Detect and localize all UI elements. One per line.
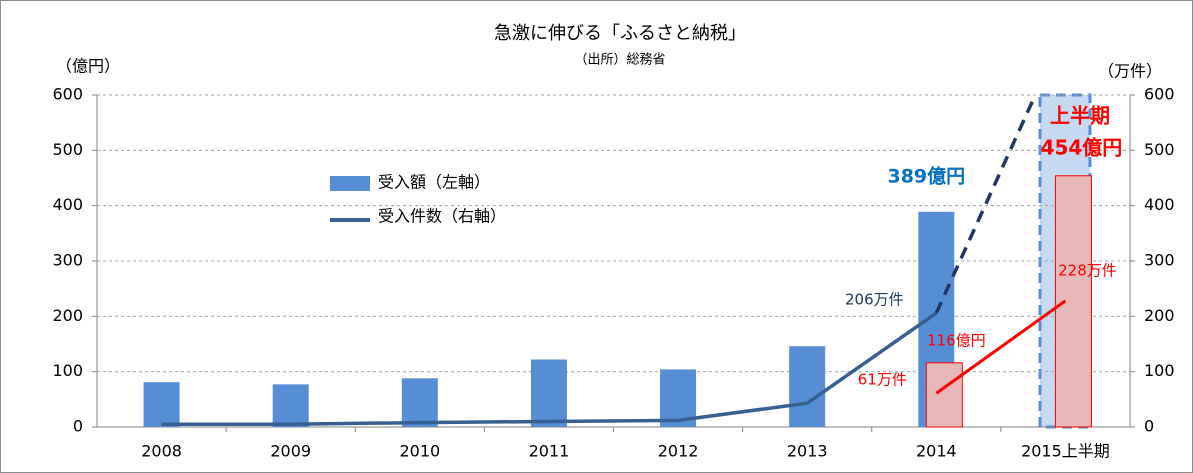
y-tick-label: 100: [52, 361, 83, 380]
y-tick-label: 500: [52, 140, 83, 159]
x-tick-label: 2013: [787, 442, 828, 461]
y2-tick-label: 100: [1144, 361, 1175, 380]
y-tick-label: 0: [73, 417, 83, 436]
legend-swatch: [330, 176, 370, 191]
bar: [143, 382, 180, 427]
y2-tick-label: 0: [1144, 417, 1154, 436]
annotation: 上半期: [1050, 104, 1110, 128]
x-tick-label: 2015上半期: [1021, 442, 1110, 461]
value-label: 206万件: [845, 291, 904, 309]
value-label: 116億円: [927, 331, 986, 349]
x-tick-label: 2014: [916, 442, 957, 461]
value-label: 61万件: [858, 371, 907, 389]
bar: [530, 359, 567, 427]
y-tick-label: 600: [52, 85, 83, 104]
y2-tick-label: 300: [1144, 251, 1175, 270]
bar: [1054, 175, 1092, 428]
chart-subtitle: （出所）総務省: [574, 53, 665, 68]
bar: [401, 378, 438, 427]
y2-axis-label: （万件）: [1098, 62, 1162, 81]
value-label: 228万件: [1058, 261, 1117, 279]
legend-label: 受入額（左軸）: [378, 173, 490, 192]
y2-tick-label: 500: [1144, 140, 1175, 159]
x-tick-label: 2011: [529, 442, 570, 461]
x-tick-label: 2010: [399, 442, 440, 461]
x-tick-label: 2012: [658, 442, 699, 461]
bar: [925, 362, 963, 428]
y-axis-label: （億円）: [56, 57, 120, 76]
y2-tick-label: 400: [1144, 195, 1175, 214]
x-tick-label: 2008: [141, 442, 182, 461]
y-tick-label: 300: [52, 251, 83, 270]
legend-label: 受入件数（右軸）: [378, 207, 506, 226]
line: [935, 299, 1067, 395]
value-label: 389億円: [887, 164, 965, 187]
value-label: 454億円: [1041, 135, 1123, 159]
y-tick-label: 400: [52, 195, 83, 214]
chart-title: 急激に伸びる「ふるさと納税」: [494, 23, 746, 44]
bar: [272, 384, 309, 427]
y2-tick-label: 200: [1144, 306, 1175, 325]
y2-tick-label: 600: [1144, 85, 1175, 104]
bar: [789, 346, 826, 427]
x-tick-label: 2009: [270, 442, 311, 461]
line: [161, 311, 938, 426]
y-tick-label: 200: [52, 306, 83, 325]
